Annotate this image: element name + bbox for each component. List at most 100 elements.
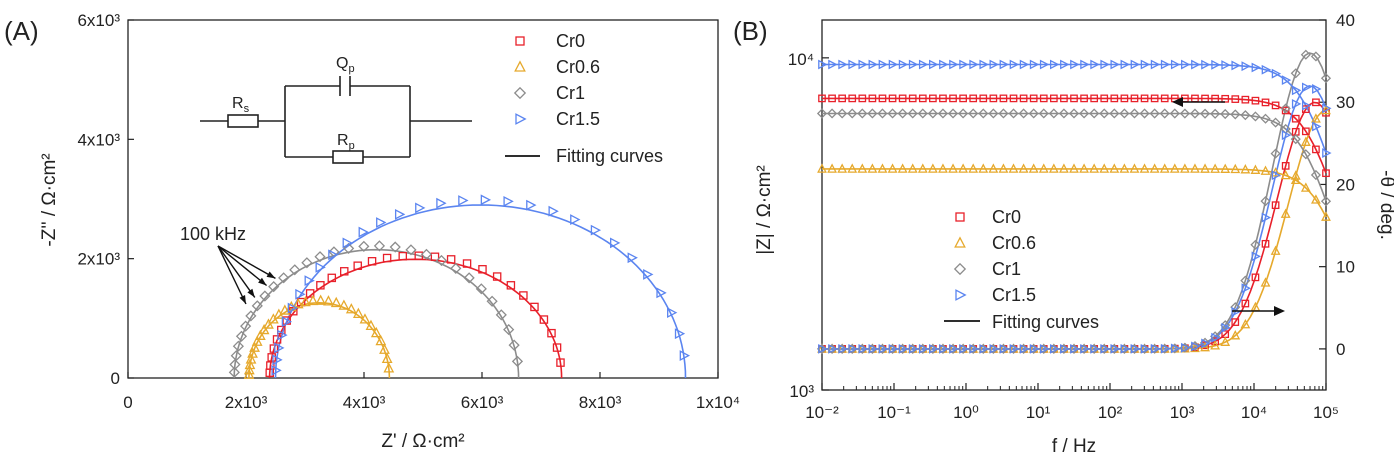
modulus-point-Cr0.6 (1129, 163, 1140, 173)
modulus-point-Cr0.6 (1089, 163, 1100, 173)
data-point-Cr0.6 (330, 296, 342, 308)
data-point-Cr1.5 (287, 302, 299, 314)
data-point-Cr0 (552, 343, 562, 352)
modulus-point-Cr0 (999, 94, 1008, 103)
data-point-Cr0 (547, 328, 556, 338)
modulus-point-Cr1 (1320, 196, 1332, 207)
data-point-Cr1.5 (610, 237, 621, 249)
modulus-point-Cr0.6 (1230, 163, 1241, 174)
phase-point-Cr0.6 (1210, 340, 1221, 350)
data-point-Cr1.5 (627, 252, 638, 264)
modulus-point-Cr0.6 (1200, 163, 1210, 173)
phase-point-Cr0.6 (1270, 245, 1281, 255)
modulus-point-Cr0.6 (1210, 163, 1221, 173)
data-point-Cr0.6 (245, 353, 257, 364)
modulus-point-Cr1.5 (1241, 61, 1251, 72)
modulus-point-Cr0 (1312, 145, 1320, 154)
data-point-Cr1 (508, 339, 520, 351)
data-point-Cr0 (530, 302, 539, 312)
data-point-Cr1.5 (304, 275, 315, 287)
phase-point-Cr1.5 (1261, 212, 1272, 223)
y-tick-label: 6x10³ (77, 11, 120, 30)
modulus-point-Cr0 (1322, 169, 1330, 178)
data-point-Cr1.5 (458, 195, 469, 206)
x-tick-label: 10² (1098, 403, 1123, 422)
modulus-point-Cr1.5 (1100, 59, 1110, 70)
x-tick-label: 6x10³ (461, 393, 504, 412)
modulus-point-Cr1 (1089, 108, 1100, 119)
phase-point-Cr1 (1300, 49, 1311, 60)
data-point-Cr0.6 (300, 295, 311, 307)
modulus-point-Cr1 (1260, 113, 1271, 124)
data-point-Cr0 (340, 267, 349, 276)
data-point-Cr1.5 (679, 350, 691, 361)
modulus-point-Cr1.5 (1322, 148, 1332, 158)
x-tick-label: 2x10³ (225, 393, 268, 412)
data-point-Cr0 (398, 251, 408, 261)
modulus-point-Cr1 (947, 108, 959, 119)
panel-b-frame (821, 19, 1327, 391)
data-point-Cr1 (228, 366, 240, 378)
phase-point-Cr0.6 (1240, 318, 1251, 329)
data-point-Cr1.5 (281, 316, 293, 328)
phase-point-Cr1 (1310, 51, 1321, 62)
phase-point-Cr1.5 (1291, 98, 1302, 109)
data-point-Cr1 (511, 355, 524, 367)
modulus-point-Cr1 (1109, 108, 1120, 119)
data-point-Cr1 (235, 330, 248, 342)
phase-point-Cr1.5 (818, 343, 828, 354)
phase-point-Cr1.5 (1221, 322, 1231, 333)
x-tick-label: 10³ (1170, 403, 1195, 422)
phase-point-Cr0 (1271, 201, 1280, 210)
modulus-point-Cr1.5 (1201, 59, 1211, 70)
data-point-Cr0 (266, 361, 275, 370)
modulus-point-Cr1.5 (929, 59, 939, 70)
data-point-Cr1.5 (315, 262, 326, 273)
modulus-point-Cr0.6 (938, 163, 948, 173)
data-point-Cr0.6 (251, 335, 263, 346)
phase-point-Cr1.5 (999, 343, 1010, 354)
modulus-point-Cr0 (918, 94, 927, 103)
phase-point-Cr1.5 (1110, 343, 1120, 354)
modulus-point-Cr0 (1221, 94, 1230, 103)
modulus-point-Cr0.6 (1008, 163, 1019, 173)
svg-text:Qp: Qp (336, 55, 355, 75)
data-point-Cr1 (232, 340, 244, 352)
data-point-Cr1.5 (503, 195, 514, 207)
circuit-label-rs-sub: s (244, 103, 250, 115)
modulus-point-Cr1 (887, 108, 898, 119)
modulus-point-Cr0 (949, 94, 957, 103)
data-point-Cr0 (539, 315, 549, 324)
panel-b-y2label: -θ / deg. (1376, 170, 1394, 240)
modulus-point-Cr1 (1018, 108, 1029, 119)
legend-fit-label: Fitting curves (556, 146, 663, 166)
phase-point-Cr1 (1270, 148, 1281, 159)
modulus-point-Cr0 (858, 94, 867, 103)
data-point-Cr0.6 (375, 334, 387, 346)
data-point-Cr1.5 (295, 288, 306, 300)
x-tick-label: 0 (123, 393, 132, 412)
data-point-Cr0 (506, 281, 516, 290)
data-point-Cr1.5 (376, 217, 387, 228)
annotation-arrow-line (217, 245, 276, 279)
modulus-point-Cr1 (1119, 108, 1130, 119)
modulus-point-Cr0 (1271, 101, 1280, 110)
modulus-point-Cr1.5 (828, 59, 838, 70)
modulus-point-Cr0.6 (877, 163, 888, 173)
modulus-point-Cr1 (827, 108, 838, 119)
phase-point-Cr1.5 (878, 343, 889, 354)
modulus-point-Cr0.6 (1260, 165, 1271, 175)
phase-point-Cr1.5 (1049, 343, 1060, 354)
circuit-label-rp: R (337, 132, 349, 149)
phase-point-Cr1.5 (1070, 343, 1080, 354)
data-point-Cr1 (289, 264, 301, 276)
data-point-Cr0.6 (258, 323, 270, 335)
phase-point-Cr1.5 (959, 343, 969, 354)
y2-tick-label: 10 (1336, 258, 1355, 277)
data-point-Cr1 (268, 281, 280, 293)
phase-point-Cr0.6 (1230, 330, 1241, 340)
data-point-Cr0.6 (254, 329, 266, 340)
legend-fit-label: Fitting curves (992, 312, 1099, 332)
modulus-point-Cr0.6 (817, 163, 827, 173)
phase-point-Cr1.5 (989, 343, 999, 354)
